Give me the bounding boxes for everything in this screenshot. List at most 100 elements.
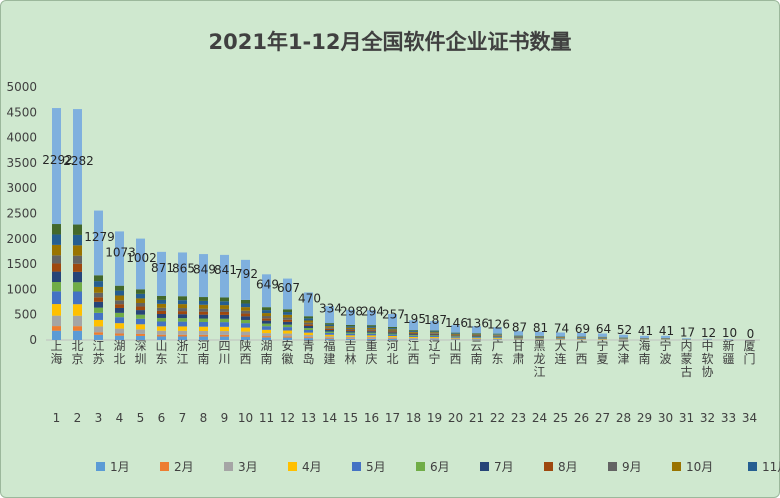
bar-segment-11月 [220, 301, 229, 306]
bar-segment-5月 [157, 321, 166, 327]
bar-segment-12月 [94, 275, 103, 282]
bar-segment-7月 [346, 331, 355, 333]
bar-segment-10月 [178, 304, 187, 309]
index-label: 13 [301, 411, 316, 425]
bar-segment-5月 [388, 334, 397, 336]
bar-segment-4月 [388, 335, 397, 338]
bar-segment-2月 [241, 335, 250, 337]
data-label: 871 [151, 261, 174, 275]
bar-segment-5月 [409, 335, 418, 337]
bar-segment-subtotal [661, 335, 670, 338]
bar-segment-7月 [409, 334, 418, 336]
index-label: 3 [95, 411, 103, 425]
bar-segment-11月 [199, 300, 208, 305]
bar-segment-subtotal [220, 254, 229, 298]
bar-segment-subtotal [409, 320, 418, 331]
index-label: 20 [448, 411, 463, 425]
bar-segment-subtotal [703, 338, 712, 340]
y-tick-label: 1500 [6, 257, 37, 271]
y-tick-label: 2000 [6, 232, 37, 246]
index-label: 5 [137, 411, 145, 425]
category-label: 广东 [491, 339, 503, 366]
bar-segment-6月 [241, 319, 250, 324]
bar-segment-4月 [241, 327, 250, 332]
bar-segment-10月 [388, 329, 397, 331]
legend-label: 2月 [174, 460, 194, 474]
bar-segment-8月 [451, 335, 460, 336]
bar-segment-1月 [241, 336, 250, 340]
bar-segment-subtotal [241, 259, 250, 300]
bar-segment-9月 [283, 317, 292, 320]
bar-segment-7月 [73, 271, 82, 283]
category-label: 海南 [638, 338, 650, 366]
bar-segment-1月 [367, 338, 376, 340]
legend-swatch [96, 462, 105, 471]
data-label: 865 [172, 261, 195, 275]
bar-segment-8月 [94, 297, 103, 302]
legend-label: 8月 [558, 460, 578, 474]
bar-segment-9月 [178, 308, 187, 312]
bar-segment-10月 [136, 298, 145, 303]
bar-segment-subtotal [577, 333, 586, 337]
bar-segment-11月 [157, 299, 166, 304]
bar-segment-6月 [472, 336, 481, 338]
bar-segment-7月 [493, 336, 502, 337]
bar-segment-2月 [73, 326, 82, 331]
bar-segment-12月 [283, 309, 292, 313]
index-label: 32 [700, 411, 715, 425]
bar-segment-6月 [220, 318, 229, 323]
bar-segment-subtotal [640, 335, 649, 338]
index-label: 23 [511, 411, 526, 425]
bar-segment-3月 [178, 330, 187, 335]
data-label: 10 [722, 326, 737, 340]
bar-segment-3月 [73, 315, 82, 327]
bar-segment-12月 [472, 333, 481, 334]
data-label: 136 [466, 317, 489, 331]
index-label: 21 [469, 411, 484, 425]
bar-segment-4月 [199, 326, 208, 331]
data-label: 69 [575, 322, 590, 336]
bar-segment-12月 [178, 296, 187, 301]
bar-segment-1月 [472, 339, 481, 340]
bar-segment-8月 [367, 330, 376, 332]
bar-segment-5月 [136, 318, 145, 325]
bar-segment-1月 [346, 338, 355, 340]
category-label: 湖北 [113, 338, 125, 366]
bar-segment-10月 [157, 303, 166, 308]
index-label: 30 [658, 411, 673, 425]
bar-segment-7月 [220, 314, 229, 319]
data-label: 792 [235, 267, 258, 281]
category-label: 江西 [407, 339, 419, 366]
index-label: 1 [53, 411, 61, 425]
bar-segment-9月 [73, 255, 82, 264]
bar-segment-9月 [262, 316, 271, 319]
bar-segment-1月 [199, 336, 208, 340]
bar-segment-subtotal [52, 108, 61, 225]
bar-segment-12月 [325, 323, 334, 325]
bar-segment-1月 [136, 335, 145, 340]
legend-swatch [480, 462, 489, 471]
data-label: 0 [747, 327, 755, 341]
bar-segment-9月 [157, 307, 166, 311]
bar-segment-6月 [493, 336, 502, 338]
bar-segment-7月 [262, 320, 271, 324]
index-label: 14 [322, 411, 337, 425]
bar-segment-8月 [304, 324, 313, 326]
bar-segment-9月 [304, 322, 313, 325]
data-label: 294 [361, 305, 384, 319]
bar-segment-11月 [52, 234, 61, 245]
bar-segment-subtotal [388, 313, 397, 327]
bar-segment-12月 [262, 307, 271, 311]
bar-segment-7月 [472, 335, 481, 337]
category-label: 四川 [218, 339, 230, 366]
bar-segment-8月 [115, 304, 124, 308]
data-label: 146 [445, 316, 468, 330]
index-label: 17 [385, 411, 400, 425]
bar-segment-2月 [346, 338, 355, 339]
bar-segment-12月 [451, 332, 460, 334]
bar-segment-4月 [94, 319, 103, 327]
bar-segment-1月 [220, 336, 229, 340]
index-label: 18 [406, 411, 421, 425]
bar-segment-1月 [94, 334, 103, 340]
